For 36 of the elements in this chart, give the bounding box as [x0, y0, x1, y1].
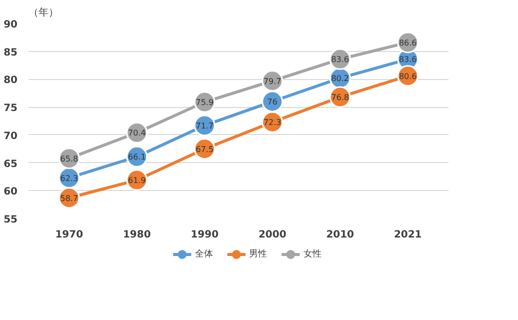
- y-tick-label: 60: [4, 186, 18, 198]
- y-axis-title: （年）: [28, 6, 58, 18]
- data-label: 66.1: [128, 152, 146, 162]
- data-label: 86.6: [398, 38, 417, 48]
- legend-label: 男性: [249, 248, 268, 260]
- x-tick-label: 2021: [394, 230, 422, 240]
- data-label: 83.6: [398, 55, 417, 64]
- data-label: 80.6: [398, 72, 417, 81]
- data-label: 80.2: [331, 74, 350, 84]
- data-label: 62.3: [60, 174, 78, 183]
- data-label: 61.9: [128, 176, 146, 186]
- data-label: 70.4: [128, 128, 146, 138]
- data-label: 83.6: [331, 55, 350, 64]
- legend-label: 全体: [194, 248, 213, 260]
- data-label: 67.5: [196, 144, 214, 154]
- x-tick-label: 1980: [122, 230, 151, 240]
- y-tick-label: 80: [4, 75, 18, 86]
- data-label: 76.8: [331, 93, 350, 102]
- y-tick-label: 70: [4, 130, 18, 142]
- y-tick-label: 90: [4, 20, 18, 30]
- data-label: 75.9: [196, 98, 214, 108]
- data-label: 72.3: [263, 118, 282, 128]
- y-tick-label: 65: [4, 158, 18, 170]
- y-tick-label: 85: [4, 47, 18, 58]
- y-tick-label: 75: [4, 103, 18, 114]
- y-tick-label: 55: [4, 214, 18, 226]
- x-tick-label: 2010: [326, 230, 354, 240]
- x-tick-label: 1990: [190, 230, 219, 240]
- data-label: 58.7: [60, 194, 78, 203]
- data-label: 79.7: [263, 76, 282, 86]
- x-tick-label: 2000: [258, 230, 286, 240]
- data-label: 76: [267, 98, 278, 106]
- data-label: 71.7: [196, 121, 214, 130]
- legend-label: 女性: [303, 248, 322, 260]
- x-tick-label: 1970: [55, 230, 84, 240]
- data-label: 65.8: [60, 154, 78, 164]
